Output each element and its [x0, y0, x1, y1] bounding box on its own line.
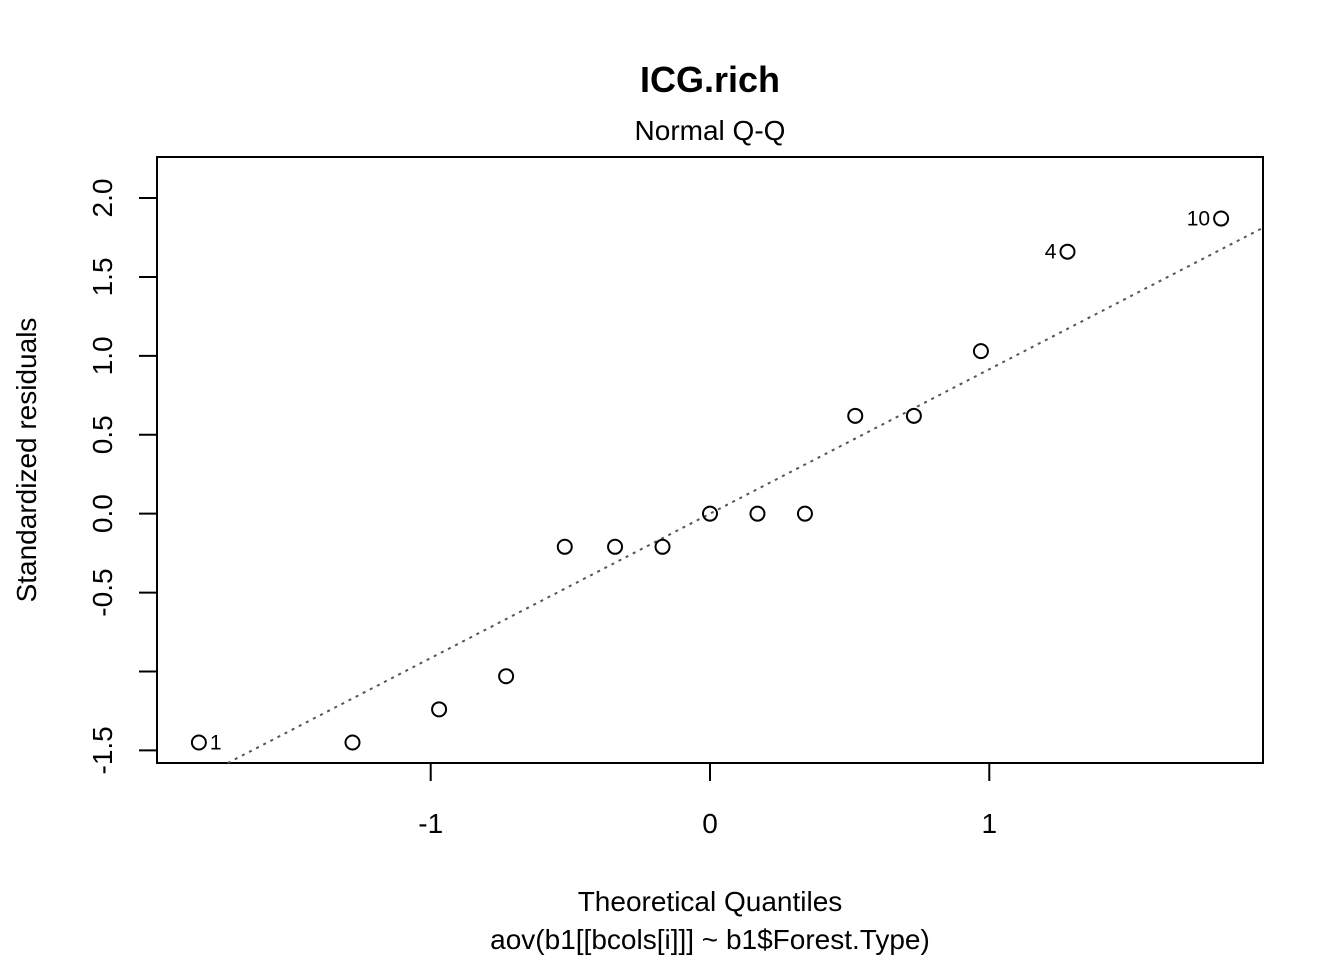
data-point — [749, 505, 766, 522]
data-point — [190, 734, 207, 751]
data-point — [905, 407, 922, 424]
point-label: 1 — [210, 731, 222, 754]
model-caption: aov(b1[[bcols[i]]] ~ b1$Forest.Type) — [490, 924, 930, 955]
x-axis: -1 0 1 — [418, 762, 998, 839]
x-axis-label: Theoretical Quantiles — [578, 886, 843, 917]
data-point — [796, 505, 813, 522]
data-point — [702, 505, 718, 522]
y-tick-label: -1.5 — [87, 726, 118, 774]
y-tick-label: 1.0 — [87, 336, 118, 375]
data-point — [972, 343, 989, 360]
data-point — [607, 538, 624, 555]
data-point — [847, 407, 864, 424]
data-point — [1059, 243, 1076, 260]
plot-frame — [156, 156, 1264, 764]
data-point — [344, 734, 361, 751]
data-point — [498, 668, 515, 685]
x-tick-label: 0 — [702, 808, 718, 839]
chart-title: ICG.rich — [640, 59, 780, 100]
point-label: 10 — [1187, 208, 1210, 231]
data-point — [1213, 210, 1230, 227]
y-tick-label: 1.5 — [87, 257, 118, 296]
y-tick-label: 2.0 — [87, 179, 118, 218]
y-tick-label: 0.0 — [87, 494, 118, 533]
data-points: 1 4 10 — [190, 208, 1230, 754]
data-point — [654, 538, 671, 555]
y-tick-label: 0.5 — [87, 415, 118, 454]
point-label: 4 — [1045, 241, 1057, 264]
reference-line — [227, 226, 1264, 764]
x-tick-label: -1 — [418, 808, 443, 839]
data-point — [431, 701, 448, 718]
chart-subtitle: Normal Q-Q — [635, 115, 786, 146]
y-axis-label: Standardized residuals — [11, 318, 42, 603]
y-tick-label: -0.5 — [87, 568, 118, 616]
x-tick-label: 1 — [982, 808, 998, 839]
data-point — [556, 538, 573, 555]
y-axis: -1.5 -0.5 0.0 0.5 1.0 1.5 2.0 — [87, 179, 158, 775]
